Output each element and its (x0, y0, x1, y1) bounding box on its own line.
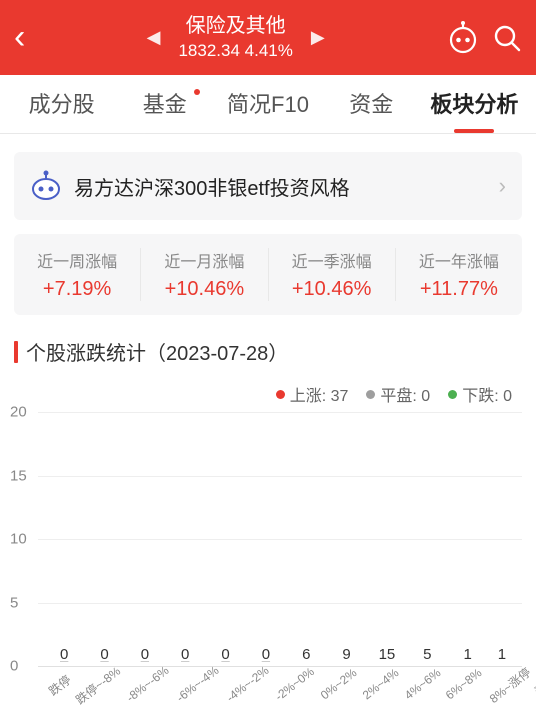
legend-dot-icon (276, 390, 285, 399)
notification-dot (194, 89, 200, 95)
legend-item: 下跌: 0 (448, 382, 512, 406)
stat-label: 近一月涨幅 (141, 248, 267, 272)
bar-column: 0 (84, 646, 124, 666)
bar-value-label: 1 (498, 646, 506, 663)
stat-value: +7.19% (14, 278, 140, 301)
bar-value-label: 6 (302, 646, 310, 663)
x-tick: 2%~4% (360, 666, 403, 705)
bar-value-label: 15 (379, 646, 396, 663)
bar-value-label: 1 (463, 646, 471, 663)
bot-icon (30, 170, 62, 202)
tab-资金[interactable]: 资金 (320, 87, 423, 133)
bar-column: 0 (165, 646, 205, 666)
red-bar-icon (14, 341, 18, 363)
bar-chart: 20151050 0000006915511 (38, 412, 522, 666)
bar-value-label: 0 (141, 646, 149, 663)
legend-dot-icon (448, 390, 457, 399)
x-tick: -2%~0% (273, 664, 319, 706)
price-line: 1832.34 4.41% (178, 40, 292, 63)
bar-column: 9 (326, 646, 366, 666)
stat-label: 近一周涨幅 (14, 248, 140, 272)
stat-value: +10.46% (269, 278, 395, 301)
x-tick: -4%~-2% (223, 663, 273, 707)
bar-column: 0 (44, 646, 84, 666)
search-icon[interactable] (492, 23, 522, 53)
stat-value: +11.77% (396, 278, 522, 301)
title-area: ◀ 保险及其他 1832.34 4.41% ▶ (25, 13, 446, 63)
bar-column: 0 (246, 646, 286, 666)
legend-dot-icon (366, 390, 375, 399)
bar-value-label: 0 (221, 646, 229, 663)
bar-value-label: 0 (181, 646, 189, 663)
bar-value-label: 9 (342, 646, 350, 663)
y-tick: 20 (10, 404, 27, 421)
x-tick: -6%~-4% (174, 663, 224, 707)
stats-row: 近一周涨幅+7.19%近一月涨幅+10.46%近一季涨幅+10.46%近一年涨幅… (14, 234, 522, 315)
stat-item[interactable]: 近一季涨幅 +10.46% (269, 248, 396, 301)
tab-简况F10[interactable]: 简况F10 (216, 87, 319, 133)
chevron-right-icon: › (499, 173, 506, 199)
stat-label: 近一季涨幅 (269, 248, 395, 272)
banner-text: 易方达沪深300非银etf投资风格 (74, 172, 487, 201)
x-tick: 4%~6% (401, 666, 444, 705)
tab-基金[interactable]: 基金 (113, 87, 216, 133)
bar-column: 6 (286, 646, 326, 666)
y-tick: 5 (10, 594, 18, 611)
bar-column: 1 (447, 646, 487, 666)
tab-成分股[interactable]: 成分股 (10, 87, 113, 133)
stat-item[interactable]: 近一月涨幅 +10.46% (141, 248, 268, 301)
stat-label: 近一年涨幅 (396, 248, 522, 272)
x-tick: 跌停~-8% (72, 662, 124, 708)
bar-value-label: 0 (100, 646, 108, 663)
x-tick: 0%~2% (318, 666, 361, 705)
stat-item[interactable]: 近一周涨幅 +7.19% (14, 248, 141, 301)
y-tick: 0 (10, 658, 18, 675)
y-tick: 15 (10, 467, 27, 484)
bar-column: 15 (367, 646, 407, 666)
stat-item[interactable]: 近一年涨幅 +11.77% (396, 248, 522, 301)
legend-item: 平盘: 0 (366, 382, 430, 406)
chart-legend: 上涨: 37 平盘: 0 下跌: 0 (0, 382, 536, 406)
title: 保险及其他 (178, 13, 292, 40)
robot-icon[interactable] (446, 21, 480, 55)
bar-value-label: 0 (60, 646, 68, 663)
bar-value-label: 0 (262, 646, 270, 663)
header: ‹ ◀ 保险及其他 1832.34 4.41% ▶ (0, 0, 536, 75)
tab-板块分析[interactable]: 板块分析 (423, 87, 526, 133)
x-tick: -8%~-6% (124, 663, 174, 707)
prev-icon[interactable]: ◀ (147, 27, 161, 48)
bar-column: 5 (407, 646, 447, 666)
back-icon[interactable]: ‹ (14, 18, 25, 57)
bar-column: 1 (488, 646, 516, 666)
next-icon[interactable]: ▶ (311, 27, 325, 48)
x-tick: 6%~8% (443, 666, 486, 705)
y-tick: 10 (10, 531, 27, 548)
x-axis-labels: 跌停跌停~-8%-8%~-6%-6%~-4%-4%~-2%-2%~0%0%~2%… (44, 672, 516, 689)
bar-column: 0 (125, 646, 165, 666)
stat-value: +10.46% (141, 278, 267, 301)
section-title: 个股涨跌统计（2023-07-28） (14, 337, 522, 366)
bar-value-label: 5 (423, 646, 431, 663)
x-tick: 跌停 (45, 671, 74, 699)
x-tick: 8%~涨停 (486, 664, 535, 707)
investment-banner[interactable]: 易方达沪深300非银etf投资风格 › (14, 152, 522, 220)
legend-item: 上涨: 37 (276, 382, 349, 406)
tabs: 成分股基金简况F10资金板块分析 (0, 75, 536, 134)
